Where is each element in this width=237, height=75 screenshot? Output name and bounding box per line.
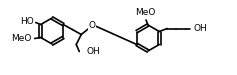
Text: O: O: [89, 21, 96, 30]
Text: OH: OH: [86, 47, 100, 56]
Text: MeO: MeO: [135, 8, 155, 17]
Text: MeO: MeO: [11, 34, 32, 43]
Text: HO: HO: [20, 17, 34, 26]
Text: OH: OH: [193, 24, 207, 33]
